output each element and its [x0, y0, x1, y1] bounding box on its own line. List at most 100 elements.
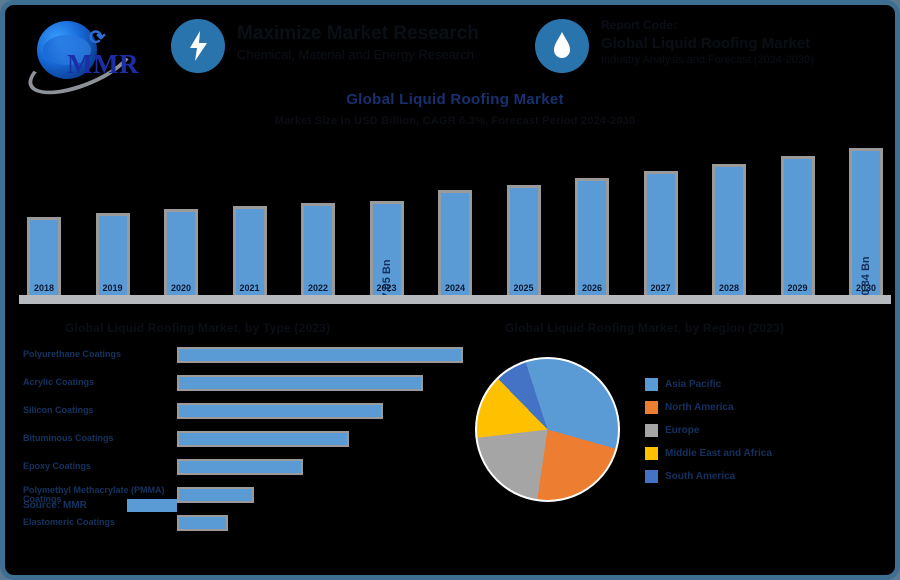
x-axis-tick-label: 2023 — [376, 283, 397, 293]
header-right-line3: Industry Analysis and Forecast (2024-203… — [601, 54, 814, 67]
column-bar — [643, 171, 678, 299]
legend-item: North America — [645, 396, 875, 419]
column-bar-wrap — [708, 139, 750, 299]
x-axis-tick-label: 2020 — [170, 283, 192, 293]
column-bar — [95, 213, 130, 299]
column-bar — [575, 178, 609, 299]
segment-row: Epoxy Coatings — [23, 455, 463, 479]
column-bar-wrap — [160, 139, 202, 299]
column-bar — [780, 156, 815, 299]
column-bar-wrap — [229, 139, 271, 299]
segment-bar-track — [177, 375, 463, 391]
header-title-block-right: Report Code: Global Liquid Roofing Marke… — [601, 18, 891, 67]
segment-bar-track — [177, 347, 463, 363]
legend-item: South America — [645, 465, 875, 488]
x-axis-tick-label: 2021 — [239, 283, 260, 293]
segment-label: Polyurethane Coatings — [23, 349, 122, 360]
segment-bar-chart: Polyurethane Coatings Acrylic Coatings Sil… — [23, 343, 463, 539]
x-axis-tick-label: 2030 — [855, 283, 877, 293]
legend-label: South America — [665, 471, 736, 482]
column-bar — [712, 164, 746, 299]
legend-item: Europe — [645, 419, 875, 442]
segment-bar-track — [177, 403, 463, 419]
region-legend: Asia Pacific North America Europe Middle Ea… — [645, 373, 875, 488]
legend-swatch — [645, 401, 658, 414]
x-axis-tick-label: 2018 — [33, 283, 55, 293]
segment-row: Polyurethane Coatings — [23, 343, 463, 367]
legend-swatch — [645, 470, 658, 483]
column-bar — [27, 217, 61, 299]
column-bar-wrap — [434, 139, 476, 299]
footer: Source: MMR — [23, 499, 177, 512]
segment-label: Polymethyl Methacrylate (PMMA) Coatings — [23, 484, 165, 504]
globe-icon — [37, 21, 97, 79]
footer-source: Source: MMR — [23, 500, 87, 511]
swoosh-icon: ⟳ — [89, 27, 106, 49]
legend-swatch — [645, 378, 658, 391]
segment-row: Silicon Coatings — [23, 399, 463, 423]
lightning-bolt-icon — [171, 19, 225, 73]
segment-bar — [177, 487, 255, 503]
segment-label: Bituminous Coatings — [23, 433, 114, 444]
x-axis-labels: 2018 2019 2020 2021 2022 2023 2024 2025 2026 2027… — [23, 283, 887, 297]
segment-row: Elastomeric Coatings — [23, 511, 463, 535]
column-bar — [506, 185, 541, 299]
brand-name: MMR — [67, 49, 139, 79]
column-bar-wrap — [571, 139, 613, 299]
chart-title: Global Liquid Roofing Market — [346, 91, 564, 108]
segment-section-heading: Global Liquid Roofing Market, by Type (2… — [65, 321, 331, 335]
region-pie-chart — [475, 357, 620, 502]
x-axis-tick-label: 2019 — [102, 283, 123, 293]
column-bar-wrap: 10.84 Bn — [845, 139, 887, 302]
column-bar-wrap — [92, 139, 134, 299]
x-axis-tick-label: 2025 — [513, 283, 534, 293]
column-bar-wrap — [777, 139, 819, 299]
header-right-line1: Report Code: — [601, 18, 677, 32]
segment-label: Epoxy Coatings — [23, 461, 92, 472]
x-axis-tick-label: 2029 — [787, 283, 808, 293]
header-title-block-left: Maximize Market Research Chemical, Mater… — [237, 23, 527, 63]
legend-swatch — [645, 447, 658, 460]
segment-bar — [177, 515, 229, 531]
segment-bar — [177, 375, 423, 391]
x-axis-tick-label: 2024 — [444, 283, 466, 293]
x-axis-tick-label: 2028 — [718, 283, 740, 293]
water-drop-icon — [535, 19, 589, 73]
column-bar-wrap — [297, 139, 339, 299]
legend-label: Middle East and Africa — [665, 448, 772, 459]
segment-label: Silicon Coatings — [23, 405, 94, 416]
segment-bar — [177, 347, 463, 363]
legend-swatch — [645, 424, 658, 437]
column-bar — [438, 190, 472, 299]
column-bar-wrap — [23, 139, 65, 299]
legend-label: North America — [665, 402, 734, 413]
column-bar-wrap: 7.05 Bn — [366, 139, 408, 299]
segment-bar-track — [177, 487, 463, 503]
segment-label: Acrylic Coatings — [23, 377, 95, 388]
brand-logo: ⟳ MMR — [19, 13, 169, 107]
segment-bar — [177, 459, 303, 475]
column-bar: 7.05 Bn — [369, 201, 404, 299]
segment-row: Polymethyl Methacrylate (PMMA) Coatings — [23, 483, 463, 507]
footer-swatch — [126, 499, 177, 512]
segment-bar-track — [177, 459, 463, 475]
header-right-line2: Global Liquid Roofing Market — [601, 34, 811, 52]
legend-label: Europe — [665, 425, 700, 436]
segment-label: Elastomeric Coatings — [23, 517, 116, 528]
segment-bar-track — [177, 431, 463, 447]
segment-row: Acrylic Coatings — [23, 371, 463, 395]
column-bar: 10.84 Bn — [849, 148, 883, 302]
segment-bar — [177, 403, 383, 419]
x-axis-tick-label: 2026 — [581, 283, 603, 293]
legend-item: Middle East and Africa — [645, 442, 875, 465]
region-section-heading: Global Liquid Roofing Market, by Region … — [505, 321, 785, 335]
segment-bar-track — [177, 515, 463, 531]
legend-label: Asia Pacific — [665, 379, 722, 390]
column-bar-wrap — [640, 139, 682, 299]
column-bar — [301, 203, 335, 299]
x-axis-tick-label: 2027 — [650, 283, 671, 293]
legend-item: Asia Pacific — [645, 373, 875, 396]
column-bar-wrap — [503, 139, 545, 299]
column-chart: 7.05 Bn 10.84 Bn — [23, 139, 887, 302]
